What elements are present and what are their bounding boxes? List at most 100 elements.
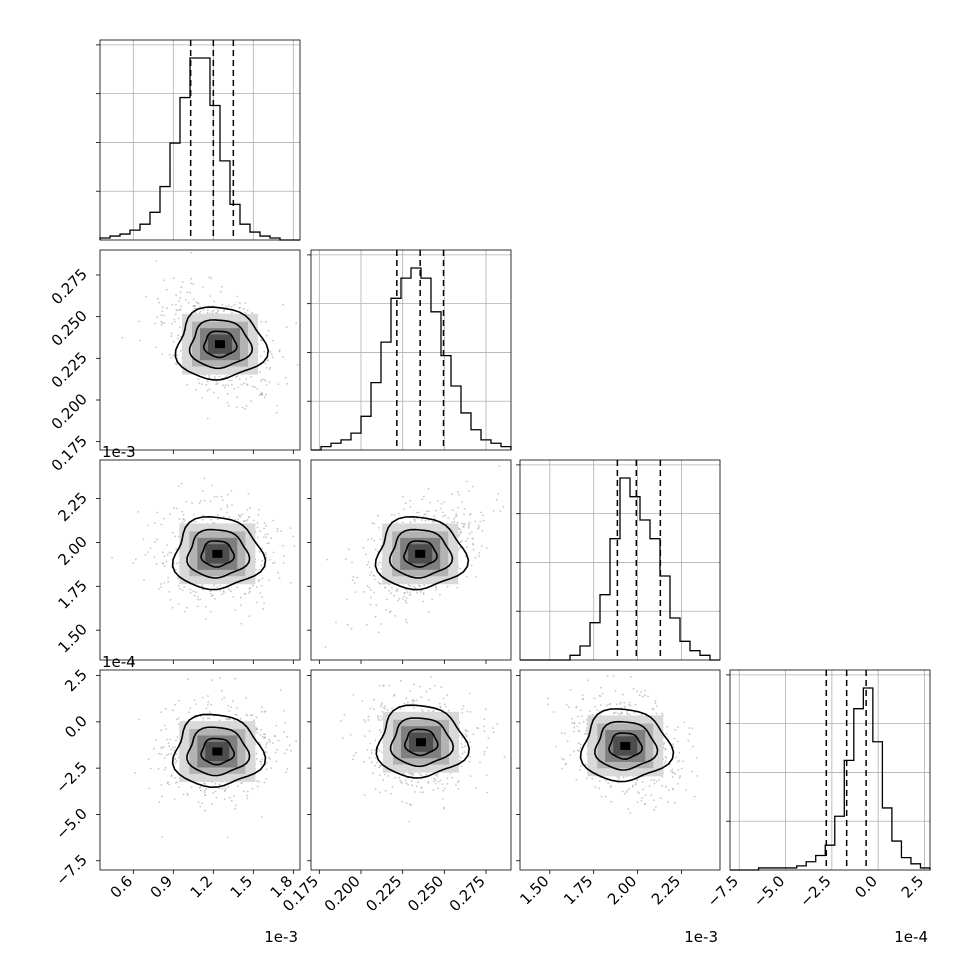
sample-point [145,295,147,298]
sample-point [380,567,383,570]
sample-point [377,715,379,718]
sample-point [373,698,375,701]
sample-point [679,775,682,778]
sample-point [176,337,179,340]
sample-point [201,397,204,399]
sample-point [121,336,124,339]
sample-point [461,752,464,755]
sample-point [401,800,404,803]
sample-point [263,736,266,739]
sample-point [197,302,200,305]
sample-point [220,495,223,498]
sample-point [446,585,449,588]
sample-point [234,677,237,680]
sample-point [632,688,635,690]
sample-point [375,762,378,764]
sample-point [168,783,171,786]
sample-point [658,779,660,781]
sample-point [324,646,327,648]
sample-point [273,561,276,564]
sample-point [163,322,166,324]
sample-point [353,582,356,584]
sample-point [598,787,601,790]
sample-point [589,710,591,713]
sample-point [267,329,270,332]
sample-point [223,696,226,699]
sample-point [255,757,258,760]
sample-point [499,510,502,513]
sample-point [210,679,213,682]
sample-point [265,743,268,746]
sample-point [412,702,414,704]
sample-point [366,584,369,587]
sample-point [268,579,270,582]
sample-point [618,778,620,781]
sample-point [153,556,156,558]
sample-point [416,591,419,594]
sample-point [468,760,471,763]
sample-point [160,729,163,732]
y-offset-label: 1e-4 [102,653,136,671]
sample-point [374,788,377,790]
sample-point [173,749,175,751]
sample-point [458,546,461,549]
sample-point [409,585,412,587]
sample-point [185,606,188,609]
sample-point [168,353,171,356]
sample-point [205,788,207,790]
sample-point [483,750,486,753]
sample-point [243,307,245,310]
sample-point [260,380,262,383]
sample-point [614,690,617,692]
sample-point [663,741,665,744]
x-tick-label: 1.2 [187,872,217,902]
sample-point [263,378,265,381]
sample-point [147,524,149,527]
sample-point [260,339,262,342]
sample-point [203,791,206,794]
sample-point [163,757,166,759]
sample-point [435,509,437,512]
sample-point [230,490,233,492]
sample-point [432,520,434,523]
sample-point [276,748,278,751]
sample-point [429,501,431,504]
sample-point [638,694,641,697]
sample-point [259,592,262,594]
x-tick-label: 0.250 [404,872,447,915]
sample-point [472,543,475,545]
sample-point [174,757,176,760]
sample-point [234,713,237,716]
sample-point [251,787,254,790]
y-tick-label: 0.200 [48,390,91,433]
sample-point [219,584,221,587]
sample-point [206,380,209,382]
sample-point [629,812,632,814]
sample-point [258,780,261,783]
sample-point [369,742,372,745]
sample-point [174,362,177,365]
sample-point [234,609,237,611]
sample-point [227,405,230,407]
sample-point [165,754,168,756]
sample-point [241,513,244,516]
sample-point [260,393,262,396]
sample-point [246,509,249,511]
sample-point [410,773,413,775]
x-tick-label: 1.50 [516,872,552,908]
sample-point [374,756,377,759]
sample-point [160,784,163,786]
sample-point [143,579,145,581]
sample-point [373,591,376,594]
sample-point [233,719,235,722]
sample-point [252,584,254,587]
sample-point [226,392,229,395]
sample-point [446,694,449,696]
sample-point [226,511,228,514]
sample-point [155,739,157,741]
sample-point [394,776,397,779]
sample-point [467,490,470,492]
sample-point [261,735,264,738]
sample-point [211,484,213,487]
